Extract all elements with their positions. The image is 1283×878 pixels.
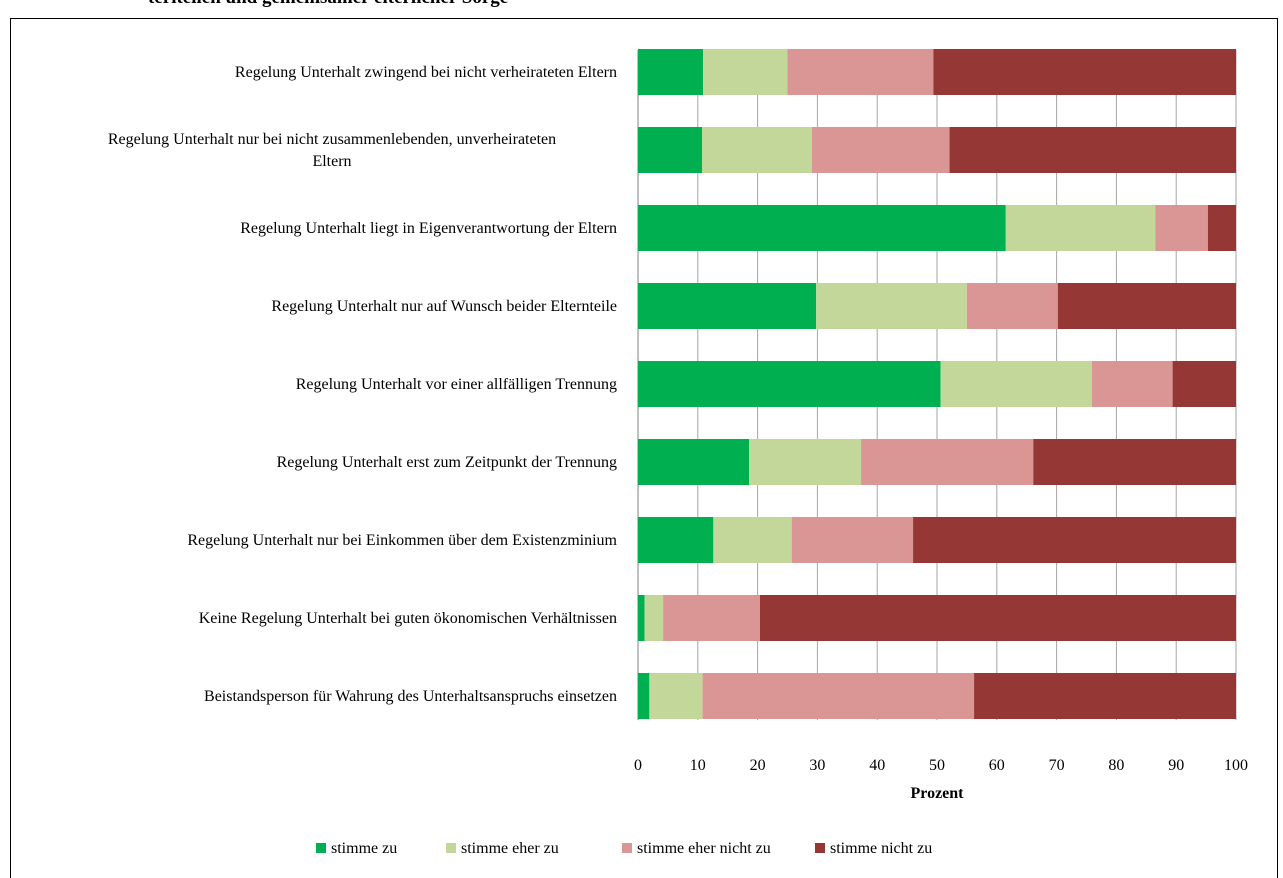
category-label-2-line-1: Regelung Unterhalt nur bei nicht zusamme… (108, 131, 556, 148)
category-label-9: Beistandsperson für Wahrung des Unterhal… (204, 688, 617, 705)
x-tick-label-40: 40 (869, 757, 885, 774)
bar-3-stimme-zu (638, 205, 1006, 251)
bar-2-stimme-zu (638, 127, 702, 173)
bar-6-stimme-eher-zu (749, 439, 862, 485)
category-label-4: Regelung Unterhalt nur auf Wunsch beider… (271, 298, 617, 315)
bar-6-stimme-nicht-zu (1033, 439, 1236, 485)
legend-swatch-stimme-zu (316, 843, 326, 853)
bar-9-stimme-zu (638, 673, 650, 719)
chart-frame (10, 18, 1278, 878)
category-label-2-line-2: Eltern (312, 153, 351, 170)
legend-label-stimme-eher-zu: stimme eher zu (461, 840, 559, 857)
bar-1-stimme-eher-zu (703, 49, 788, 95)
bars (638, 49, 1236, 719)
bar-1-stimme-nicht-zu (933, 49, 1236, 95)
x-tick-labels: 0 10 20 30 40 50 60 70 80 90 100 (634, 757, 1248, 774)
legend: stimme zu stimme eher zu stimme eher nicht… (316, 840, 932, 857)
x-tick-label-80: 80 (1108, 757, 1124, 774)
legend-swatch-stimme-eher-zu (446, 843, 456, 853)
x-tick-label-70: 70 (1049, 757, 1065, 774)
bar-3-stimme-eher-zu (1005, 205, 1156, 251)
legend-swatch-stimme-eher-nicht-zu (622, 843, 632, 853)
bar-3-stimme-eher-nicht-zu (1155, 205, 1208, 251)
bar-6-stimme-eher-nicht-zu (861, 439, 1034, 485)
bar-8-stimme-zu (638, 595, 645, 641)
bar-8-stimme-eher-zu (644, 595, 664, 641)
category-label-6: Regelung Unterhalt erst zum Zeitpunkt de… (277, 454, 617, 471)
x-tick-label-0: 0 (634, 757, 642, 774)
bar-5-stimme-eher-nicht-zu (1091, 361, 1173, 407)
bar-2-stimme-eher-nicht-zu (812, 127, 950, 173)
x-tick-label-50: 50 (929, 757, 945, 774)
page-title: teritellen und gemeinsamer elterlicher S… (148, 0, 508, 9)
bar-3-stimme-nicht-zu (1207, 205, 1236, 251)
category-label-3: Regelung Unterhalt liegt in Eigenverantw… (240, 220, 617, 237)
bar-9-stimme-eher-nicht-zu (702, 673, 975, 719)
bar-2-stimme-eher-zu (701, 127, 813, 173)
bar-5-stimme-zu (638, 361, 941, 407)
bar-9-stimme-nicht-zu (974, 673, 1236, 719)
category-label-1: Regelung Unterhalt zwingend bei nicht ve… (235, 64, 617, 81)
bar-1-stimme-zu (638, 49, 704, 95)
legend-label-stimme-nicht-zu: stimme nicht zu (830, 840, 932, 857)
category-label-8: Keine Regelung Unterhalt bei guten ökono… (199, 610, 617, 627)
category-labels: Regelung Unterhalt zwingend bei nicht ve… (108, 64, 618, 705)
bar-4-stimme-zu (638, 283, 817, 329)
bar-7-stimme-zu (638, 517, 714, 563)
bar-7-stimme-nicht-zu (913, 517, 1236, 563)
bar-8-stimme-nicht-zu (759, 595, 1236, 641)
bar-7-stimme-eher-nicht-zu (791, 517, 914, 563)
bar-4-stimme-nicht-zu (1057, 283, 1236, 329)
category-label-5: Regelung Unterhalt vor einer allfälligen… (296, 376, 617, 393)
x-tick-label-30: 30 (809, 757, 825, 774)
bar-2-stimme-nicht-zu (949, 127, 1236, 173)
x-tick-label-10: 10 (690, 757, 706, 774)
bar-9-stimme-eher-zu (649, 673, 703, 719)
x-tick-label-100: 100 (1224, 757, 1248, 774)
bar-5-stimme-nicht-zu (1172, 361, 1236, 407)
bar-4-stimme-eher-zu (816, 283, 967, 329)
legend-swatch-stimme-nicht-zu (815, 843, 825, 853)
legend-label-stimme-zu: stimme zu (331, 840, 397, 857)
x-tick-label-90: 90 (1168, 757, 1184, 774)
bar-1-stimme-eher-nicht-zu (787, 49, 934, 95)
x-tick-label-20: 20 (750, 757, 766, 774)
x-tick-label-60: 60 (989, 757, 1005, 774)
x-axis-title: Prozent (910, 785, 964, 802)
legend-label-stimme-eher-nicht-zu: stimme eher nicht zu (637, 840, 771, 857)
bar-6-stimme-zu (638, 439, 750, 485)
bar-7-stimme-eher-zu (713, 517, 792, 563)
bar-4-stimme-eher-nicht-zu (966, 283, 1058, 329)
bar-5-stimme-eher-zu (940, 361, 1092, 407)
bar-8-stimme-eher-nicht-zu (663, 595, 760, 641)
category-label-7: Regelung Unterhalt nur bei Einkommen übe… (187, 532, 617, 549)
